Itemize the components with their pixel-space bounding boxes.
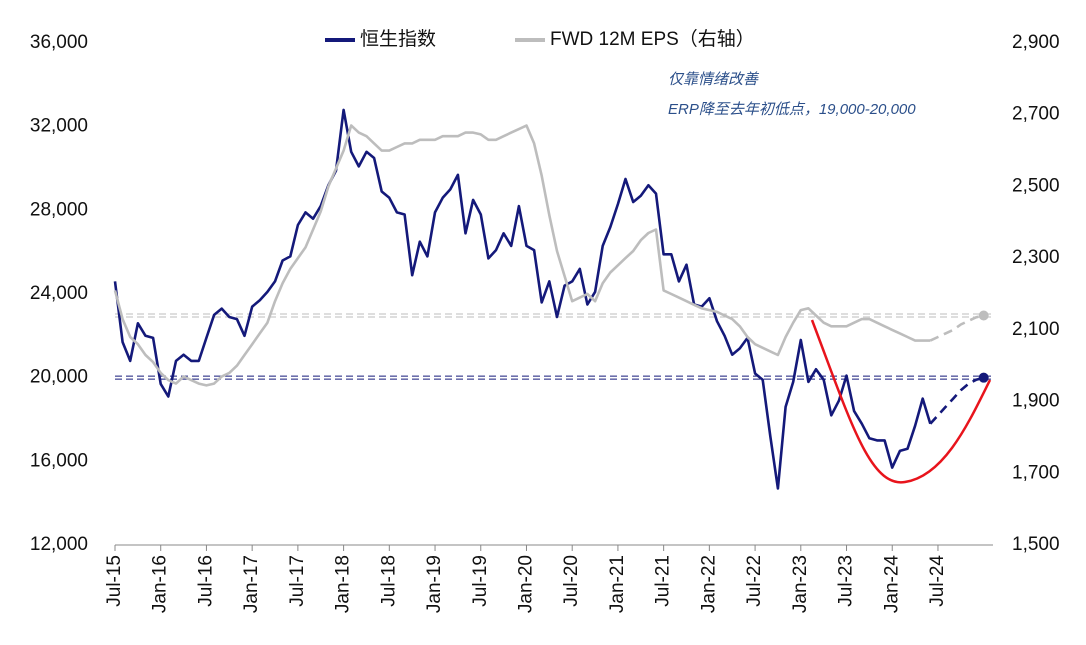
x-tick-label: Jan-24	[881, 555, 902, 614]
x-tick-label: Jul-20	[561, 555, 582, 607]
y2-tick-label: 1,900	[1012, 391, 1060, 412]
y-tick-label: 20,000	[30, 367, 88, 388]
trend-curve	[810, 319, 992, 484]
y2-tick-label: 2,100	[1012, 319, 1060, 340]
x-tick-label: Jan-20	[515, 555, 536, 613]
y-tick-label: 36,000	[30, 32, 88, 53]
end-marker	[978, 310, 989, 321]
y2-tick-label: 2,500	[1012, 175, 1060, 196]
x-tick-label: Jan-23	[790, 555, 811, 613]
x-tick-label: Jul-19	[470, 555, 491, 607]
x-tick-label: Jul-23	[836, 555, 857, 607]
x-tick-label: Jan-18	[333, 555, 354, 613]
y-tick-label: 24,000	[30, 283, 88, 304]
y-tick-label: 32,000	[30, 116, 88, 137]
series-line	[113, 124, 931, 387]
series-line	[113, 108, 932, 490]
y2-tick-label: 2,300	[1012, 247, 1060, 268]
y-tick-label: 28,000	[30, 199, 88, 220]
x-tick-label: Jan-21	[607, 555, 628, 613]
legend-label: 恒生指数	[360, 28, 436, 50]
annotation: ERP降至去年初低点，19,000-20,000	[668, 101, 916, 118]
series-line	[929, 314, 984, 342]
annotation: 仅靠情绪改善	[668, 71, 760, 88]
y2-tick-label: 2,900	[1012, 32, 1060, 53]
series-line	[929, 376, 985, 425]
x-tick-label: Jul-22	[744, 555, 765, 607]
y2-tick-label: 2,700	[1012, 104, 1060, 125]
x-tick-label: Jul-17	[287, 555, 308, 607]
x-tick-label: Jan-17	[241, 555, 262, 613]
y-tick-label: 12,000	[30, 534, 88, 555]
x-tick-label: Jan-19	[424, 555, 445, 613]
y-tick-label: 16,000	[30, 450, 88, 471]
end-marker	[978, 372, 989, 383]
x-tick-label: Jul-24	[927, 555, 948, 607]
y2-tick-label: 1,500	[1012, 534, 1060, 555]
x-tick-label: Jul-18	[378, 555, 399, 607]
x-tick-label: Jul-15	[104, 555, 125, 607]
x-tick-label: Jul-16	[195, 555, 216, 607]
x-tick-label: Jul-21	[653, 555, 674, 607]
x-tick-label: Jan-22	[698, 555, 719, 613]
y2-tick-label: 1,700	[1012, 462, 1060, 483]
legend-label: FWD 12M EPS（右轴）	[550, 28, 755, 50]
x-tick-label: Jan-16	[150, 555, 171, 613]
